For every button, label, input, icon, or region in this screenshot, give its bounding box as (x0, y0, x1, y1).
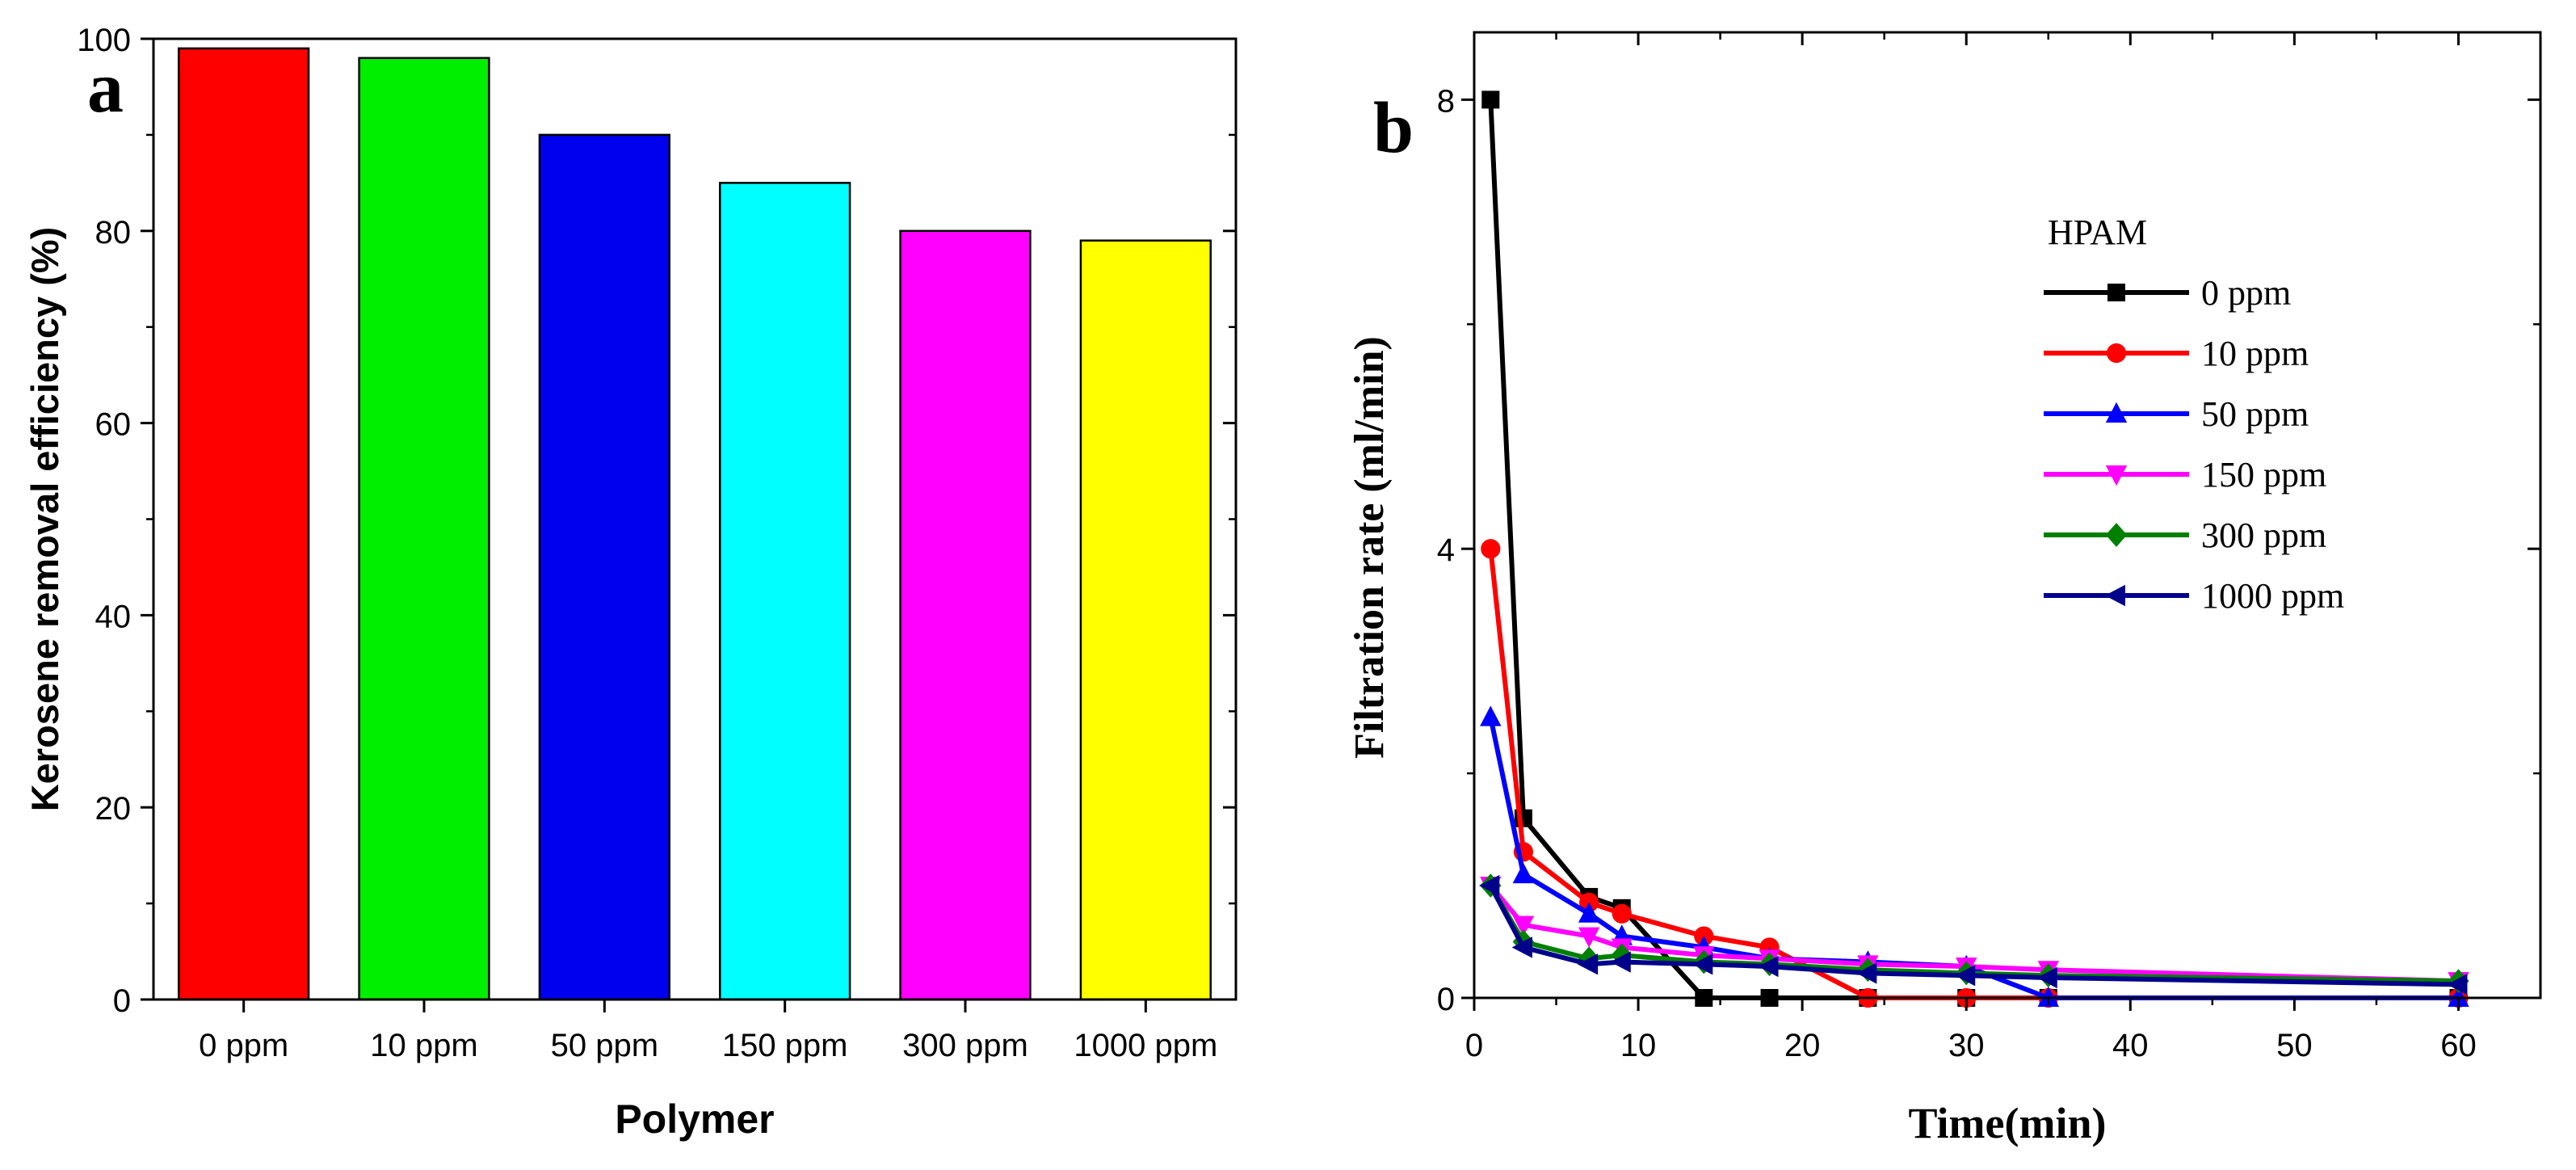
panel-b-axes: 0 10 20 30 40 50 60 0 4 8 (1437, 32, 2540, 1063)
series-line-10-ppm (1488, 548, 2459, 1000)
bar-0-ppm (178, 47, 310, 1001)
bar-10-ppm (358, 57, 490, 1001)
legend-swatch-marker (2107, 284, 2125, 301)
y-tick-label: 80 (95, 215, 132, 250)
data-point-50-ppm (1480, 705, 1502, 726)
panel-a-label: a (87, 48, 124, 128)
series-line-1000-ppm (1488, 884, 2459, 987)
bar-300-ppm (899, 229, 1032, 1001)
data-point-150-ppm (1578, 927, 1600, 948)
y-tick-label: 60 (95, 407, 132, 443)
data-point-150-ppm (1512, 915, 1535, 936)
y-tick-label: 100 (77, 23, 131, 58)
data-point-0-ppm (1481, 90, 1500, 109)
legend-item-50-ppm: 50 ppm (2044, 394, 2309, 434)
legend-label: 300 ppm (2201, 516, 2326, 555)
panel-b-legend: HPAM 0 ppm 10 ppm 50 ppm 150 ppm 300 ppm 1000… (2044, 213, 2344, 616)
panel-b-x-axis-label: Time(min) (1909, 1099, 2107, 1147)
legend-label: 50 ppm (2201, 394, 2309, 434)
data-point-1000-ppm (1511, 936, 1532, 958)
panel-a-plot-frame (152, 37, 1238, 1001)
x-tick-label: 30 (1948, 1028, 1985, 1063)
y-tick-label: 0 (113, 983, 131, 1019)
legend-swatch-marker (2105, 465, 2128, 486)
panel-b-y-axis-label: Filtration rate (ml/min) (1347, 336, 1393, 759)
legend-title: HPAM (2048, 213, 2147, 252)
legend-swatch-marker (2105, 523, 2128, 547)
series-line-50-ppm (1488, 717, 2459, 1000)
x-tick-label: 40 (2112, 1028, 2149, 1063)
data-point-1000-ppm (2036, 966, 2057, 989)
x-tick-label: 50 (2276, 1028, 2313, 1063)
y-tick-label: 40 (95, 599, 132, 634)
legend-swatch-marker (2105, 402, 2128, 423)
legend-label: 10 ppm (2201, 334, 2309, 373)
data-point-1000-ppm (1610, 951, 1631, 973)
series-line-150-ppm (1489, 884, 2459, 984)
panel-a-bars (178, 47, 1212, 1001)
x-tick-label: 300 ppm (902, 1028, 1028, 1063)
legend-label: 150 ppm (2201, 455, 2326, 495)
data-point-50-ppm (1578, 902, 1600, 923)
bar-50-ppm (538, 133, 670, 1001)
y-tick-label: 0 (1437, 982, 1455, 1017)
panel-b-plot-frame (1473, 31, 2542, 1000)
panel-a-y-axis-label: Kerosene removal efficiency (%) (23, 227, 66, 812)
x-tick-label: 50 ppm (551, 1028, 658, 1063)
data-point-1000-ppm (2447, 974, 2468, 995)
x-tick-label: 10 (1620, 1028, 1657, 1063)
x-tick-label: 0 ppm (199, 1028, 288, 1063)
legend-item-10-ppm: 10 ppm (2044, 334, 2309, 373)
legend-swatch-marker (2104, 584, 2125, 607)
legend-swatch-marker (2106, 343, 2127, 364)
x-tick-label: 1000 ppm (1074, 1028, 1217, 1063)
series-1000-ppm (1479, 874, 2468, 995)
y-tick-label: 4 (1437, 532, 1455, 568)
data-point-10-ppm (1481, 539, 1501, 559)
legend-item-1000-ppm: 1000 ppm (2044, 576, 2344, 616)
bar-1000-ppm (1079, 239, 1212, 1001)
x-tick-label: 20 (1784, 1028, 1821, 1063)
data-point-10-ppm (1612, 903, 1632, 924)
x-tick-label: 10 ppm (370, 1028, 477, 1063)
panel-b-line-chart: b 0 10 20 30 40 50 60 0 4 8 HPAM 0 ppm 10 ppm 50 pp… (1347, 31, 2542, 1147)
data-point-50-ppm (2448, 986, 2469, 1007)
y-tick-label: 8 (1437, 83, 1455, 119)
data-point-1000-ppm (1479, 874, 1500, 897)
data-point-1000-ppm (1577, 953, 1599, 975)
y-tick-label: 20 (95, 791, 132, 827)
data-point-50-ppm (2037, 986, 2059, 1007)
legend-label: 0 ppm (2201, 273, 2291, 313)
x-tick-label: 60 (2440, 1028, 2477, 1063)
x-tick-label: 0 (1465, 1028, 1483, 1063)
panel-b-label: b (1373, 88, 1414, 168)
legend-label: 1000 ppm (2201, 576, 2344, 616)
data-point-1000-ppm (1954, 965, 1976, 987)
data-point-1000-ppm (1856, 962, 1877, 984)
data-point-1000-ppm (1692, 953, 1713, 975)
bar-150-ppm (719, 182, 851, 1001)
data-point-50-ppm (1512, 862, 1535, 884)
x-tick-label: 150 ppm (722, 1028, 848, 1063)
legend-item-0-ppm: 0 ppm (2044, 273, 2291, 313)
legend-item-300-ppm: 300 ppm (2044, 516, 2326, 555)
legend-item-150-ppm: 150 ppm (2044, 455, 2326, 495)
panel-a-x-axis-label: Polymer (615, 1096, 774, 1142)
data-point-1000-ppm (1758, 955, 1779, 978)
